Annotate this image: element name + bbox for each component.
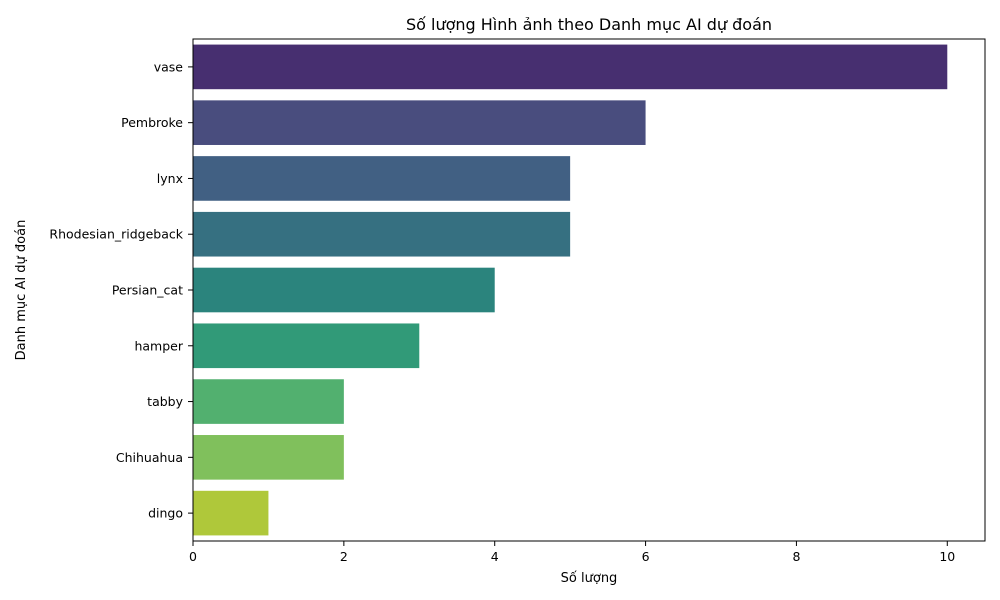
y-tick-label: hamper xyxy=(134,338,183,353)
bar-pembroke xyxy=(193,100,646,145)
x-tick-label: 0 xyxy=(189,549,197,564)
x-tick-label: 4 xyxy=(491,549,499,564)
bar-tabby xyxy=(193,379,344,424)
y-tick-label: dingo xyxy=(148,506,183,521)
y-tick-label: Chihuahua xyxy=(116,450,183,465)
x-tick-label: 2 xyxy=(340,549,348,564)
bar-persian-cat xyxy=(193,267,495,313)
bar-hamper xyxy=(193,323,420,369)
y-axis-label: Danh mục AI dự đoán xyxy=(14,220,29,361)
bar-rhodesian-ridgeback xyxy=(193,211,571,257)
bar-lynx xyxy=(193,156,571,201)
y-axis-ticks: vase Pembroke lynx Rhodesian_ridgeback Persi… xyxy=(49,59,193,521)
x-tick-label: 8 xyxy=(792,549,800,564)
plot-frame xyxy=(192,38,986,542)
x-tick-label: 10 xyxy=(939,549,955,564)
y-tick-label: tabby xyxy=(147,394,183,409)
y-tick-label: vase xyxy=(154,59,184,74)
x-axis-label: Số lượng xyxy=(561,571,618,586)
bar-chihuahua xyxy=(193,435,344,480)
bar-dingo xyxy=(193,490,269,536)
bars-group xyxy=(193,44,948,536)
x-axis-ticks: 0 2 4 6 8 10 xyxy=(189,541,955,564)
chart-title: Số lượng Hình ảnh theo Danh mục AI dự đo… xyxy=(406,15,772,34)
y-tick-label: Pembroke xyxy=(121,115,183,130)
bar-vase xyxy=(193,44,948,90)
y-tick-label: Rhodesian_ridgeback xyxy=(49,227,183,242)
y-tick-label: Persian_cat xyxy=(112,283,183,298)
y-tick-label: lynx xyxy=(157,171,183,186)
x-tick-label: 6 xyxy=(642,549,650,564)
